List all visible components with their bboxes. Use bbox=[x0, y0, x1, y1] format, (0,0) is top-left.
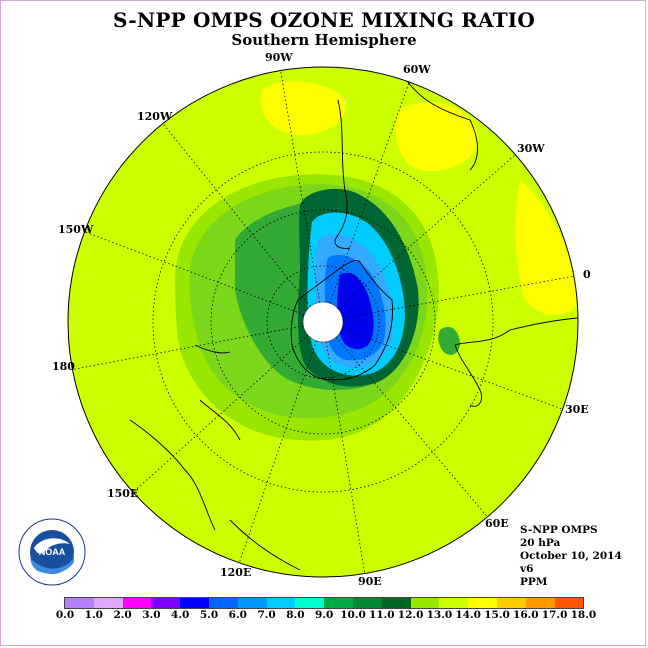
high-region-3 bbox=[515, 180, 578, 315]
colorbar-swatch bbox=[208, 598, 238, 608]
colorbar-tick-label: 8.0 bbox=[286, 609, 305, 621]
colorbar-swatch bbox=[93, 598, 123, 608]
colorbar-tick-label: 2.0 bbox=[113, 609, 132, 621]
colorbar-swatch bbox=[439, 598, 469, 608]
colorbar-tick-label: 6.0 bbox=[228, 609, 247, 621]
lon-label-180: 180 bbox=[52, 360, 75, 373]
colorbar-swatch bbox=[381, 598, 411, 608]
info-version: v6 bbox=[520, 563, 534, 575]
info-block: S-NPP OMPS 20 hPa October 10, 2014 v6 PP… bbox=[520, 524, 622, 589]
core-deep-blue bbox=[337, 272, 374, 350]
lon-label-60e: 60E bbox=[485, 517, 509, 530]
lon-label-120w: 120W bbox=[137, 110, 173, 123]
colorbar-swatch bbox=[65, 598, 94, 608]
longitude-labels: 90W 60W 120W 30W 150W 0 180 30E 150E 60E… bbox=[52, 51, 591, 588]
info-units: PPM bbox=[520, 576, 548, 588]
colorbar-tick-label: 12.0 bbox=[397, 609, 424, 621]
colorbar-tick-label: 18.0 bbox=[570, 609, 597, 621]
latitude-circles bbox=[152, 151, 494, 493]
colorbar-tick-label: 17.0 bbox=[541, 609, 568, 621]
colorbar-swatch bbox=[180, 598, 209, 608]
colorbar-swatch bbox=[352, 598, 382, 608]
colorbar-swatch bbox=[122, 598, 152, 608]
map-title: S-NPP OMPS OZONE MIXING RATIO bbox=[113, 8, 535, 32]
colorbar-tick-label: 1.0 bbox=[84, 609, 103, 621]
colorbar-tick-label: 10.0 bbox=[340, 609, 366, 621]
lon-label-60w: 60W bbox=[403, 63, 431, 76]
colorbar-swatch bbox=[554, 598, 584, 608]
colorbar-tick-label: 7.0 bbox=[257, 609, 276, 621]
polar-missing-data bbox=[302, 301, 344, 343]
colorbar-swatch bbox=[324, 598, 353, 608]
info-level: 20 hPa bbox=[520, 537, 561, 549]
colorbar-tick-label: 14.0 bbox=[455, 609, 481, 621]
colorbar bbox=[64, 597, 585, 609]
colorbar-tick-label: 15.0 bbox=[484, 609, 510, 621]
lon-label-0: 0 bbox=[583, 268, 591, 281]
colorbar-tick-label: 4.0 bbox=[171, 609, 190, 621]
colorbar-swatch bbox=[237, 598, 267, 608]
lon-label-90w: 90W bbox=[265, 51, 293, 64]
high-region-2 bbox=[395, 102, 479, 171]
logo-label: NOAA bbox=[39, 547, 66, 557]
noaa-logo: NOAA bbox=[18, 518, 86, 586]
colorbar-tick-label: 9.0 bbox=[315, 609, 334, 621]
colorbar-tick-label: 3.0 bbox=[142, 609, 161, 621]
colorbar-swatch bbox=[525, 598, 555, 608]
high-region-1 bbox=[260, 81, 346, 135]
colorbar-tick-label: 5.0 bbox=[199, 609, 219, 621]
colorbar-swatch bbox=[496, 598, 526, 608]
colorbar-swatch bbox=[151, 598, 181, 608]
colorbar-swatch bbox=[468, 598, 497, 608]
info-instrument: S-NPP OMPS bbox=[520, 524, 598, 536]
colorbar-tick-label: 11.0 bbox=[369, 609, 395, 621]
colorbar-swatch bbox=[295, 598, 325, 608]
colorbar-tick-label: 16.0 bbox=[513, 609, 539, 621]
map-border bbox=[67, 66, 579, 578]
info-date: October 10, 2014 bbox=[520, 550, 622, 562]
patch-green bbox=[438, 326, 460, 355]
lon-label-90e: 90E bbox=[358, 575, 382, 588]
lon-label-150w: 150W bbox=[58, 223, 94, 236]
lon-label-150e: 150E bbox=[107, 487, 138, 500]
colorbar-tick-label: 13.0 bbox=[426, 609, 453, 621]
coastlines bbox=[129, 77, 578, 571]
lon-label-30w: 30W bbox=[517, 142, 545, 155]
map-subtitle: Southern Hemisphere bbox=[231, 31, 417, 49]
colorbar-swatch bbox=[266, 598, 296, 608]
colorbar-swatch bbox=[410, 598, 440, 608]
colorbar-tick-label: 0.0 bbox=[55, 609, 75, 621]
lon-label-30e: 30E bbox=[565, 403, 589, 416]
lon-label-120e: 120E bbox=[220, 566, 251, 579]
